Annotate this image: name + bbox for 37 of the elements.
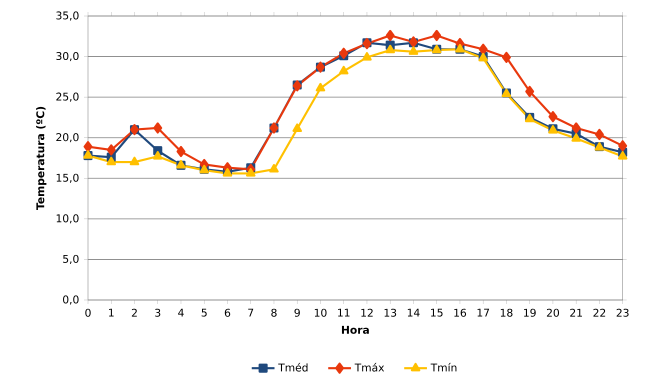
x-tick-label: 15: [431, 308, 443, 317]
x-tick-label: 4: [178, 308, 184, 316]
y-tick-label: 15,0: [56, 174, 79, 183]
x-tick-label: 16: [454, 308, 466, 317]
x-tick-label: 13: [384, 308, 396, 317]
y-tick-label: 30,0: [56, 52, 79, 62]
x-tick-label: 1: [109, 308, 114, 316]
y-tick-label: 5,0: [63, 254, 79, 264]
x-tick-label: 0: [85, 308, 91, 317]
y-tick-label: 20,0: [56, 133, 79, 142]
x-tick-label: 22: [593, 308, 606, 317]
x-tick-label: 2: [132, 308, 137, 317]
y-tick-label: 0,0: [63, 295, 79, 305]
y-tick-label: 25,0: [56, 92, 79, 102]
x-tick-label: 19: [524, 308, 536, 317]
x-tick-label: 6: [224, 308, 230, 317]
x-axis-title: Hora: [342, 326, 369, 334]
y-tick-label: 10,0: [56, 214, 79, 224]
x-tick-label: 5: [202, 308, 207, 317]
x-tick-label: 17: [478, 308, 490, 316]
x-tick-label: 9: [294, 308, 300, 317]
legend-label: Tméd: [278, 362, 308, 372]
x-tick-label: 11: [338, 308, 350, 316]
x-tick-label: 3: [155, 308, 160, 317]
legend-label: Tmín: [430, 362, 456, 372]
x-tick-label: 7: [248, 308, 254, 316]
x-tick-label: 23: [616, 308, 629, 317]
x-tick-label: 8: [271, 308, 277, 317]
x-tick-label: 21: [570, 308, 582, 317]
x-tick-label: 14: [408, 308, 420, 316]
y-axis-title: Temperatura (ºC): [36, 106, 46, 210]
x-tick-label: 20: [546, 308, 560, 317]
x-tick-label: 18: [500, 308, 512, 317]
x-tick-label: 10: [314, 308, 327, 317]
x-tick-label: 12: [361, 308, 373, 317]
legend-label: Tmáx: [354, 362, 384, 372]
y-tick-label: 35,0: [56, 11, 79, 21]
